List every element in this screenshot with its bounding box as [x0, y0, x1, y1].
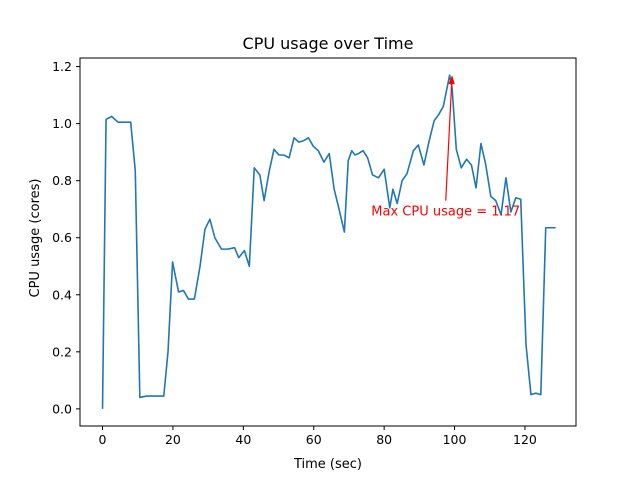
y-tick-label: 1.0: [52, 116, 72, 131]
y-axis-ticks: 0.0 0.2 0.4 0.6 0.8 1.0 1.2: [52, 59, 80, 416]
x-tick-label: 20: [165, 432, 181, 447]
chart-title: CPU usage over Time: [243, 34, 414, 53]
y-tick-label: 0.4: [52, 287, 72, 302]
plot-area: [101, 74, 556, 409]
annotation-layer: Max CPU usage = 1.17: [371, 75, 520, 220]
x-tick-label: 100: [443, 432, 467, 447]
y-tick-label: 0.2: [52, 344, 72, 359]
y-axis-label: CPU usage (cores): [28, 179, 43, 298]
x-tick-label: 0: [99, 432, 107, 447]
x-tick-label: 60: [306, 432, 322, 447]
y-tick-label: 0.8: [52, 173, 72, 188]
plot-frame: [79, 57, 577, 427]
x-axis-label: Time (sec): [293, 457, 362, 472]
y-tick-label: 0.0: [52, 401, 72, 416]
annotation-arrow-line: [445, 84, 453, 201]
x-axis-ticks: 0 20 40 60 80 100 120: [99, 426, 537, 447]
x-tick-label: 80: [376, 432, 392, 447]
y-tick-label: 1.2: [52, 59, 72, 74]
x-tick-label: 40: [235, 432, 251, 447]
y-tick-label: 0.6: [52, 230, 72, 245]
x-tick-label: 120: [513, 432, 537, 447]
annotation-arrow-head: [448, 75, 455, 85]
cpu-usage-line: [101, 74, 556, 409]
max-cpu-annotation: Max CPU usage = 1.17: [371, 205, 520, 220]
